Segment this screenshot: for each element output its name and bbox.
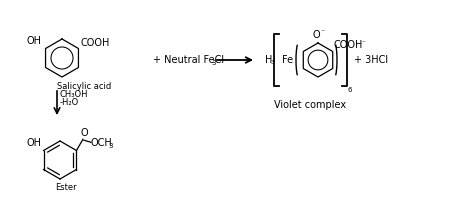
Text: 6: 6	[348, 87, 353, 93]
Text: ⁻: ⁻	[320, 27, 324, 36]
Text: COOH: COOH	[334, 41, 363, 51]
Text: 3: 3	[271, 60, 275, 65]
Text: O: O	[80, 128, 88, 138]
Text: OCH: OCH	[91, 138, 113, 148]
Text: H: H	[265, 55, 273, 65]
Text: COOH: COOH	[81, 37, 110, 47]
Text: + 3HCl: + 3HCl	[354, 55, 388, 65]
Text: Salicylic acid: Salicylic acid	[57, 82, 111, 91]
Text: O: O	[312, 30, 320, 40]
Text: -H₂O: -H₂O	[60, 98, 79, 107]
Text: CH₃OH: CH₃OH	[60, 90, 89, 99]
Text: Violet complex: Violet complex	[274, 100, 346, 110]
Text: 3: 3	[211, 60, 216, 66]
Text: Ester: Ester	[55, 183, 77, 192]
Text: 3: 3	[108, 143, 112, 149]
Text: OH: OH	[27, 36, 42, 46]
Text: + Neutral FeCl: + Neutral FeCl	[153, 55, 224, 65]
Text: Fe: Fe	[282, 55, 293, 65]
Text: ⁻: ⁻	[362, 41, 365, 46]
Text: OH: OH	[27, 139, 42, 149]
